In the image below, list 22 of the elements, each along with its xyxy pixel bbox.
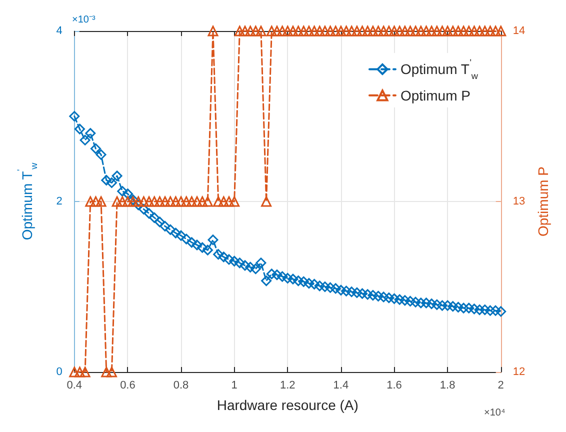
y2-tick-label: 12 <box>512 366 526 378</box>
y2-tick-label: 14 <box>512 25 526 37</box>
text: ×10⁻³ <box>72 14 96 26</box>
legend-label: Optimum P <box>400 87 470 104</box>
x-tick-label: 1.8 <box>440 380 456 392</box>
x-tick-label: 0.4 <box>66 380 82 392</box>
y-tick-label: 0 <box>56 366 62 378</box>
x-tick-label: 1.6 <box>386 380 402 392</box>
legend-label: Optimum T'w <box>400 58 478 81</box>
y-tick-label: 4 <box>56 25 62 37</box>
y2-tick-label: 13 <box>512 196 526 208</box>
text: ×10⁴ <box>484 408 506 418</box>
y-axis-title: Optimum T'w <box>16 162 39 240</box>
x-tick-label: 0.8 <box>173 380 189 392</box>
x-axis-title: Hardware resource (A) <box>216 397 358 413</box>
x-tick-label: 1.4 <box>333 380 349 392</box>
y-tick-label: 2 <box>56 196 62 208</box>
y2-axis-title: Optimum P <box>535 166 551 237</box>
x-tick-label: 1 <box>231 380 238 392</box>
x-tick-label: 1.2 <box>280 380 296 392</box>
x-tick-label: 2 <box>498 380 504 392</box>
x-tick-label: 0.6 <box>120 380 136 392</box>
